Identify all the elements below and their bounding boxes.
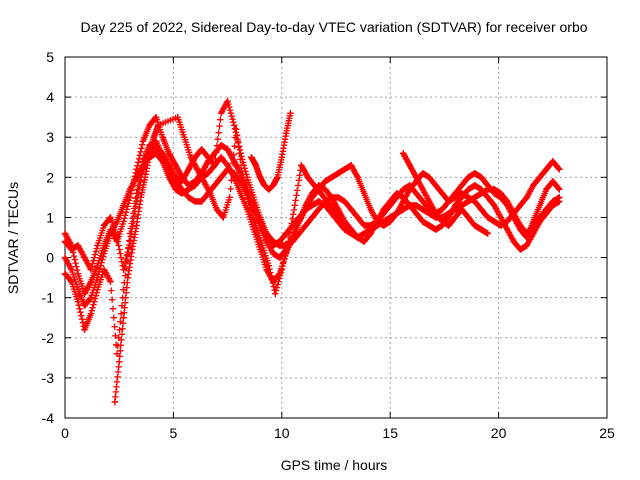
y-tick-labels: -4 -3 -2 -1 0 1 2 3 4 5 bbox=[42, 49, 55, 426]
series-track-1 bbox=[61, 113, 563, 297]
data-point-trace bbox=[61, 114, 563, 297]
x-tick-label: 5 bbox=[170, 425, 178, 441]
y-tick-label: 3 bbox=[46, 129, 54, 145]
x-tick-label: 25 bbox=[599, 425, 615, 441]
series-track-5 bbox=[111, 113, 491, 406]
data-point-trace bbox=[61, 150, 563, 309]
y-tick-label: -3 bbox=[42, 370, 55, 386]
data-points bbox=[61, 97, 563, 406]
data-point-trace bbox=[111, 114, 491, 406]
data-point-trace bbox=[248, 110, 294, 193]
x-tick-label: 10 bbox=[274, 425, 290, 441]
y-tick-label: -1 bbox=[42, 290, 55, 306]
x-tick-label: 20 bbox=[491, 425, 507, 441]
series-track-3 bbox=[61, 138, 563, 358]
tick-marks bbox=[64, 56, 608, 419]
x-axis-label: GPS time / hours bbox=[281, 457, 388, 473]
y-tick-label: -2 bbox=[42, 330, 55, 346]
x-tick-labels: 0 5 10 15 20 25 bbox=[61, 425, 615, 441]
y-tick-label: 5 bbox=[46, 49, 54, 65]
y-tick-label: 4 bbox=[46, 89, 54, 105]
x-tick-label: 15 bbox=[382, 425, 398, 441]
y-tick-label: 2 bbox=[46, 169, 54, 185]
chart-title: Day 225 of 2022, Sidereal Day-to-day VTE… bbox=[80, 19, 587, 35]
y-tick-label: 0 bbox=[46, 250, 54, 266]
x-tick-label: 0 bbox=[61, 425, 69, 441]
y-tick-label: -4 bbox=[42, 410, 55, 426]
y-axis-label: SDTVAR / TECUs bbox=[5, 182, 21, 294]
series-track-2 bbox=[61, 150, 563, 309]
series-track-6 bbox=[248, 109, 294, 193]
y-tick-label: 1 bbox=[46, 209, 54, 225]
series-track-4 bbox=[61, 97, 563, 273]
